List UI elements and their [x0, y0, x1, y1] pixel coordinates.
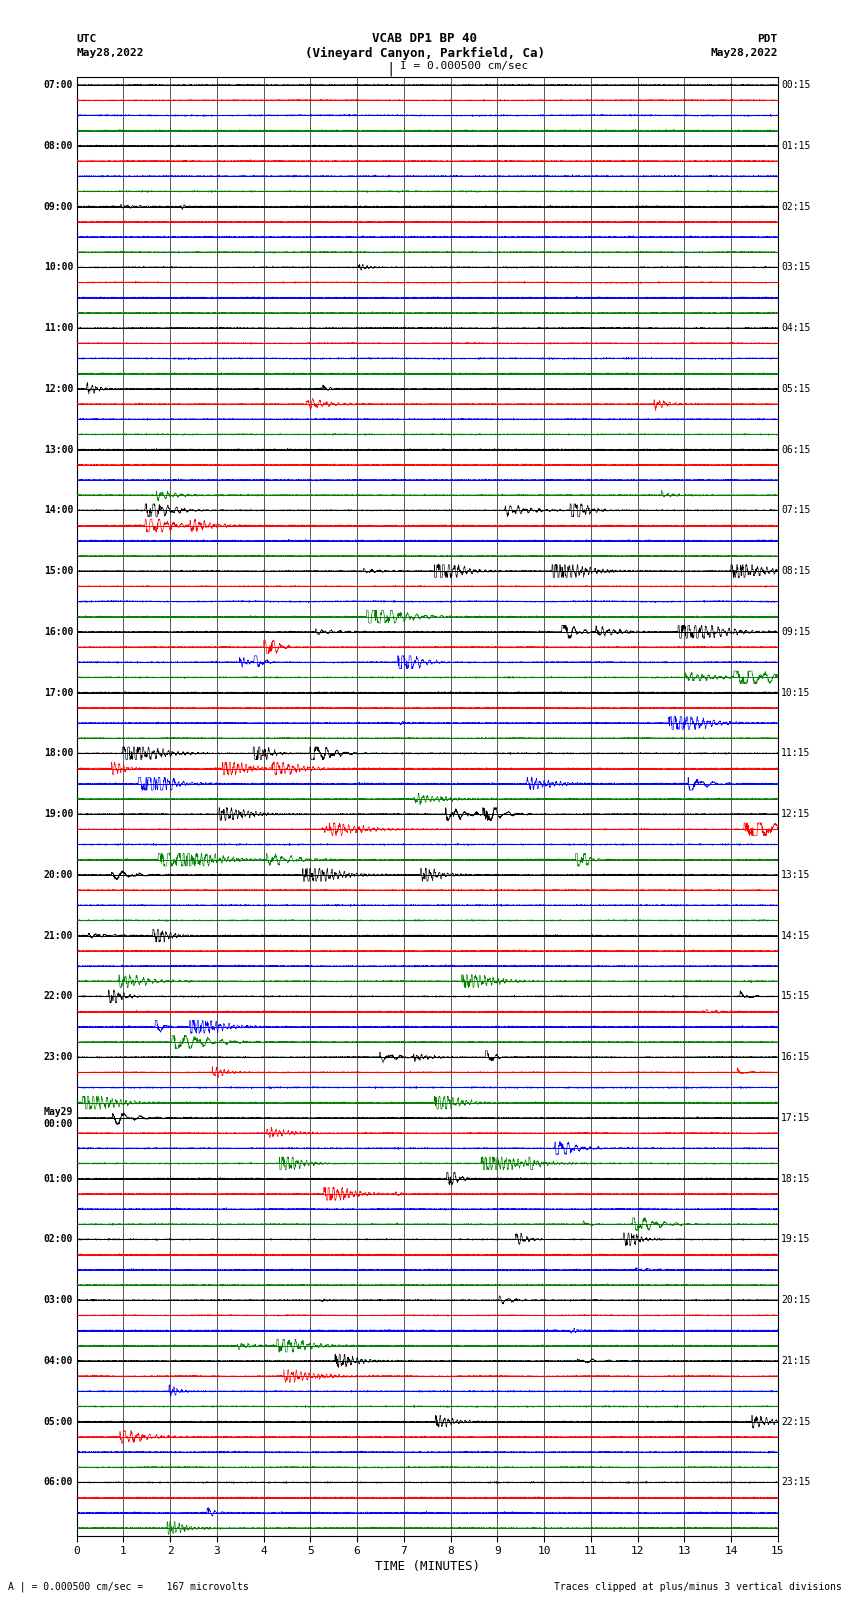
Text: 03:00: 03:00 [43, 1295, 73, 1305]
Text: 13:00: 13:00 [43, 445, 73, 455]
Text: PDT: PDT [757, 34, 778, 44]
Text: VCAB DP1 BP 40: VCAB DP1 BP 40 [372, 32, 478, 45]
Text: 18:00: 18:00 [43, 748, 73, 758]
Text: |: | [387, 61, 395, 76]
Text: 02:00: 02:00 [43, 1234, 73, 1244]
Text: I = 0.000500 cm/sec: I = 0.000500 cm/sec [400, 61, 528, 71]
Text: 21:00: 21:00 [43, 931, 73, 940]
X-axis label: TIME (MINUTES): TIME (MINUTES) [375, 1560, 479, 1573]
Text: May29
00:00: May29 00:00 [43, 1107, 73, 1129]
Text: 06:00: 06:00 [43, 1478, 73, 1487]
Text: 03:15: 03:15 [781, 263, 811, 273]
Text: 09:00: 09:00 [43, 202, 73, 211]
Text: 15:00: 15:00 [43, 566, 73, 576]
Text: 16:15: 16:15 [781, 1052, 811, 1061]
Text: 16:00: 16:00 [43, 627, 73, 637]
Text: 23:15: 23:15 [781, 1478, 811, 1487]
Text: 20:15: 20:15 [781, 1295, 811, 1305]
Text: Traces clipped at plus/minus 3 vertical divisions: Traces clipped at plus/minus 3 vertical … [553, 1582, 842, 1592]
Text: 10:15: 10:15 [781, 687, 811, 697]
Text: 01:00: 01:00 [43, 1174, 73, 1184]
Text: 05:00: 05:00 [43, 1416, 73, 1426]
Text: 11:15: 11:15 [781, 748, 811, 758]
Text: 15:15: 15:15 [781, 992, 811, 1002]
Text: 14:15: 14:15 [781, 931, 811, 940]
Text: 07:00: 07:00 [43, 81, 73, 90]
Text: 00:15: 00:15 [781, 81, 811, 90]
Text: May28,2022: May28,2022 [711, 48, 778, 58]
Text: 21:15: 21:15 [781, 1357, 811, 1366]
Text: 12:00: 12:00 [43, 384, 73, 394]
Text: 11:00: 11:00 [43, 323, 73, 332]
Text: 20:00: 20:00 [43, 869, 73, 879]
Text: 17:15: 17:15 [781, 1113, 811, 1123]
Text: 19:15: 19:15 [781, 1234, 811, 1244]
Text: 01:15: 01:15 [781, 140, 811, 150]
Text: 10:00: 10:00 [43, 263, 73, 273]
Text: 17:00: 17:00 [43, 687, 73, 697]
Text: 06:15: 06:15 [781, 445, 811, 455]
Text: 04:15: 04:15 [781, 323, 811, 332]
Text: 23:00: 23:00 [43, 1052, 73, 1061]
Text: UTC: UTC [76, 34, 97, 44]
Text: 22:00: 22:00 [43, 992, 73, 1002]
Text: 09:15: 09:15 [781, 627, 811, 637]
Text: 02:15: 02:15 [781, 202, 811, 211]
Text: 19:00: 19:00 [43, 810, 73, 819]
Text: A | = 0.000500 cm/sec =    167 microvolts: A | = 0.000500 cm/sec = 167 microvolts [8, 1581, 249, 1592]
Text: 04:00: 04:00 [43, 1357, 73, 1366]
Text: 12:15: 12:15 [781, 810, 811, 819]
Text: 14:00: 14:00 [43, 505, 73, 515]
Text: 08:15: 08:15 [781, 566, 811, 576]
Text: 07:15: 07:15 [781, 505, 811, 515]
Text: 05:15: 05:15 [781, 384, 811, 394]
Text: 18:15: 18:15 [781, 1174, 811, 1184]
Text: 08:00: 08:00 [43, 140, 73, 150]
Text: 22:15: 22:15 [781, 1416, 811, 1426]
Text: 13:15: 13:15 [781, 869, 811, 879]
Text: (Vineyard Canyon, Parkfield, Ca): (Vineyard Canyon, Parkfield, Ca) [305, 47, 545, 60]
Text: May28,2022: May28,2022 [76, 48, 144, 58]
